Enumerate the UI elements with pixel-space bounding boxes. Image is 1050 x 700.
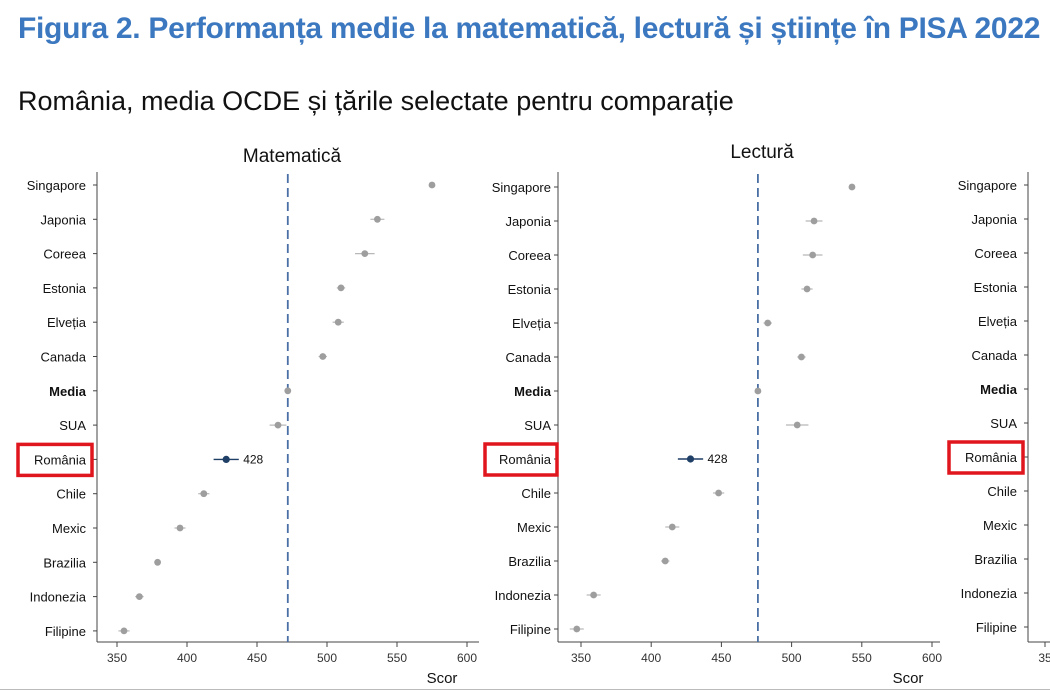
panel1-label-romania: România [34,452,87,467]
panel1-label-indonezia: Indonezia [30,590,87,605]
panel3-label-japonia: Japonia [971,212,1017,227]
panel2-point-japonia [810,217,818,225]
panel3-label-sua: SUA [990,416,1017,431]
panel1-x-tick-label: 500 [317,651,337,665]
panel3-label-coreea: Coreea [974,246,1017,261]
panel2-x-tick-label: 600 [922,651,942,665]
panel3-x-tick-label: 35 [1038,651,1050,665]
panel3-label-media: Media [980,382,1018,397]
panel1-label-elvetia: Elveția [47,315,87,330]
panel1-label-chile: Chile [56,487,86,502]
panel2-label-brazilia: Brazilia [508,554,551,569]
panel2-point-media [754,387,762,395]
panel3-label-indonezia: Indonezia [961,586,1018,601]
panel2-highlight-box [483,442,559,477]
panel1-point-chile [200,490,208,498]
panel1-point-romania [222,455,230,463]
panel1-data-label-romania: 428 [243,452,263,466]
panel2-label-indonezia: Indonezia [495,588,552,603]
panel1-label-canada: Canada [40,350,86,365]
panel3-label-filipine: Filipine [976,620,1017,635]
panel2-point-chile [715,489,722,497]
panel3-label-brazilia: Brazilia [974,552,1017,567]
panel1-x-tick-label: 600 [457,651,477,665]
panel2-label-chile: Chile [521,486,551,501]
panel1-highlight-box [16,442,94,478]
panel3-highlight-box [947,440,1025,475]
panel2-data-label-romania: 428 [708,452,728,466]
panel1-label-brazilia: Brazilia [43,555,86,570]
panel1-point-singapore [428,181,436,189]
panel2-point-estonia [803,285,811,293]
panel1-point-japonia [374,215,381,223]
panel1-label-sua: SUA [59,418,86,433]
panel2-x-tick-label: 350 [571,651,591,665]
panel3-label-chile: Chile [987,484,1017,499]
panel1-label-singapore: Singapore [27,178,86,193]
panel2-x-tick-label: 400 [641,651,661,665]
panel1-label-japonia: Japonia [40,212,86,227]
panel1-point-mexic [176,524,184,532]
panel3-label-singapore: Singapore [958,178,1017,193]
panel2-point-sua [793,421,801,429]
panel2-label-filipine: Filipine [510,622,551,637]
panel3-label-estonia: Estonia [974,280,1018,295]
panel2-title: Lectură [730,142,794,163]
panel1-point-filipine [120,627,128,635]
panel1-point-elvetia [334,318,342,326]
panel1-x-tick-label: 450 [247,651,267,665]
panel2-label-canada: Canada [505,350,551,365]
panel1-point-brazilia [154,558,162,566]
panel2-label-coreea: Coreea [508,248,551,263]
panel1-label-coreea: Coreea [43,247,86,262]
panel3-label-romania: România [965,450,1018,465]
panel2-label-romania: România [499,452,552,467]
panel1-label-estonia: Estonia [43,281,87,296]
panel2-point-coreea [809,251,817,259]
panel2-point-canada [798,353,805,361]
panel1-x-axis-title: Scor [427,670,458,687]
panel1-point-indonezia [136,593,143,600]
panel3-label-mexic: Mexic [983,518,1017,533]
figure-subtitle: România, media OCDE și țările selectate … [18,86,734,116]
panel1-point-coreea [361,250,369,257]
figure-title: Figura 2. Performanța medie la matematic… [18,12,1041,45]
panel2-point-indonezia [590,591,598,599]
panel1-x-tick-label: 550 [387,651,407,665]
panel2-x-tick-label: 550 [852,651,872,665]
panel3-label-elvetia: Elveția [978,314,1018,329]
panel2-point-filipine [573,625,581,633]
panel1-x-tick-label: 400 [177,651,197,665]
panel2-label-elvetia: Elveția [512,316,552,331]
panel1-label-filipine: Filipine [45,624,86,639]
panel2-x-tick-label: 500 [782,651,802,665]
panel2-point-romania [686,455,695,463]
panel2-point-elvetia [764,319,772,327]
panel1-x-tick-label: 350 [107,651,127,665]
bottom-divider [0,689,1050,690]
panel2-label-estonia: Estonia [508,282,552,297]
panel1-point-media [284,387,292,395]
panel1-label-media: Media [49,384,87,399]
panel1-label-mexic: Mexic [52,521,86,536]
panel2-point-mexic [668,523,676,531]
panel1-point-canada [319,353,327,360]
panel1-point-sua [274,421,282,429]
panel2-label-singapore: Singapore [492,180,551,195]
panel2-point-singapore [848,183,856,191]
panel2-label-mexic: Mexic [517,520,551,535]
panel2-label-media: Media [514,384,552,399]
panel1-title: Matematică [243,146,342,167]
panel3-label-canada: Canada [971,348,1017,363]
panel2-label-japonia: Japonia [505,214,551,229]
panel2-label-sua: SUA [524,418,551,433]
panel2-x-tick-label: 450 [711,651,731,665]
panel2-x-axis-title: Scor [893,670,924,687]
panel1-point-estonia [337,284,345,292]
panel2-point-brazilia [661,557,669,565]
